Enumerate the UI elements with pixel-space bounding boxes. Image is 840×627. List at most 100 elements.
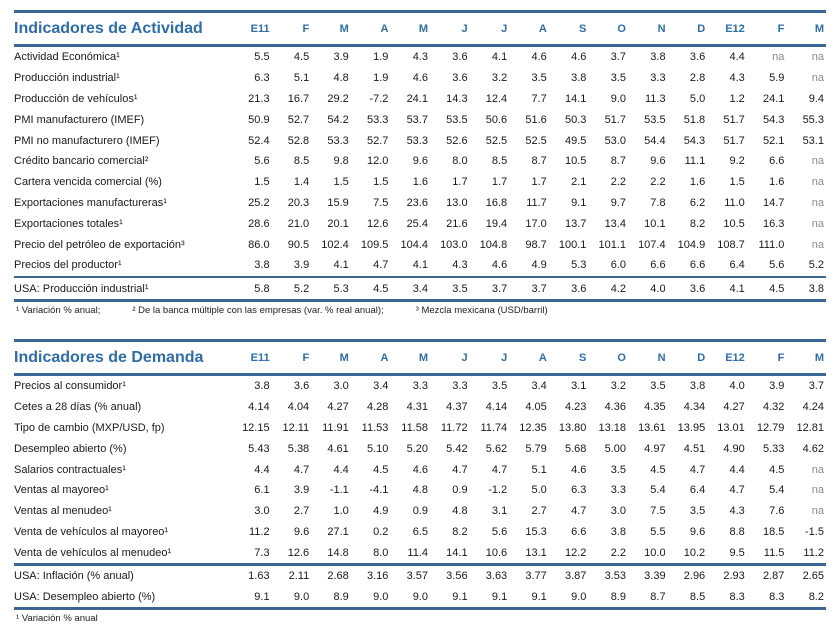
cell-value: 12.2 [564, 546, 587, 559]
cell-value: 13.18 [598, 422, 626, 435]
cell-value: 14.7 [762, 196, 785, 209]
cell-value: 4.5 [373, 282, 389, 295]
cell-value: 3.6 [293, 380, 310, 393]
cell-value: 52.4 [248, 134, 270, 147]
column-header: D [697, 351, 706, 364]
cell-value: 15.3 [525, 526, 547, 539]
cell-value: 5.33 [762, 442, 785, 455]
cell-value: 3.8 [808, 282, 824, 295]
cell-value: 11.2 [803, 546, 824, 559]
cell-value: 53.0 [604, 134, 626, 147]
cell-value: 10.1 [644, 217, 666, 230]
cell-value: 0.2 [373, 526, 389, 539]
divider [14, 373, 826, 377]
column-header: S [579, 22, 587, 35]
table-title: Indicadores de Actividad [14, 19, 203, 37]
cell-value: 20.1 [327, 217, 349, 230]
cell-value: 4.7 [293, 463, 310, 476]
cell-value: 5.10 [366, 442, 389, 455]
cell-value: 1.9 [373, 51, 389, 64]
cell-value: 8.2 [689, 217, 706, 230]
cell-value: 4.8 [333, 72, 349, 85]
cell-value: na [811, 155, 824, 168]
cell-value: 6.3 [571, 484, 587, 497]
cell-value: 3.5 [689, 505, 706, 518]
cell-value: na [811, 463, 824, 476]
cell-value: 4.9 [373, 505, 389, 518]
cell-value: 101.1 [598, 238, 626, 251]
cell-value: 2.7 [293, 505, 310, 518]
row-label: Cartera vencida comercial (%) [14, 176, 162, 189]
cell-value: 1.5 [373, 176, 389, 189]
cell-value: 2.7 [531, 505, 547, 518]
cell-value: 51.7 [604, 113, 626, 126]
cell-value: 3.7 [491, 282, 508, 295]
cell-value: 53.3 [327, 134, 349, 147]
table-row: USA: Inflación (% anual) 1.63 2.11 2.68 3.16… [14, 566, 826, 587]
column-header: E11 [250, 351, 270, 364]
cell-value: 7.5 [373, 196, 389, 209]
cell-value: 3.8 [650, 51, 666, 64]
cell-value: 7.6 [769, 505, 785, 518]
cell-value: 9.7 [610, 196, 626, 209]
cell-value: 11.58 [401, 422, 428, 435]
cell-value: 12.6 [366, 217, 389, 230]
cell-value: 14.8 [327, 546, 349, 559]
cell-value: 53.5 [446, 113, 468, 126]
cell-value: 3.0 [254, 505, 270, 518]
cell-value: 1.7 [491, 176, 508, 189]
cell-value: 9.0 [293, 590, 310, 603]
cell-value: 4.61 [327, 442, 349, 455]
cell-value: 3.6 [689, 51, 706, 64]
table-row: Tipo de cambio (MXP/USD, fp) 12.15 12.11 11… [14, 418, 826, 439]
column-header: E12 [725, 22, 745, 35]
cell-value: 9.8 [333, 155, 349, 168]
cell-value: 6.2 [689, 196, 706, 209]
cell-value: 1.5 [333, 176, 349, 189]
cell-value: 4.24 [802, 401, 824, 414]
cell-value: 3.5 [452, 282, 468, 295]
column-header: M [418, 22, 428, 35]
cell-value: 27.1 [327, 526, 349, 539]
cell-value: 3.7 [808, 380, 824, 393]
cell-value: 4.27 [327, 401, 349, 414]
cell-value: 6.4 [689, 484, 706, 497]
cell-value: 9.1 [452, 590, 468, 603]
cell-value: 4.4 [729, 463, 745, 476]
cell-value: 9.5 [729, 546, 745, 559]
column-header: O [617, 351, 626, 364]
cell-value: 4.4 [333, 463, 349, 476]
cell-value: 49.5 [564, 134, 587, 147]
cell-value: 24.1 [762, 92, 785, 105]
cell-value: 1.7 [531, 176, 547, 189]
cell-value: 3.39 [644, 570, 666, 583]
column-header: M [339, 351, 349, 364]
cell-value: 53.3 [406, 134, 428, 147]
cell-value: 2.87 [762, 570, 785, 583]
cell-value: 52.5 [525, 134, 547, 147]
cell-value: 12.79 [756, 422, 785, 435]
cell-value: 3.6 [452, 72, 468, 85]
table-row: Venta de vehículos al menudeo¹ 7.3 12.6 14.… [14, 542, 826, 563]
cell-value: 4.05 [525, 401, 547, 414]
row-label: USA: Producción industrial¹ [14, 282, 149, 295]
row-label: USA: Inflación (% anual) [14, 570, 134, 583]
column-header: F [777, 22, 785, 35]
cell-value: 5.42 [446, 442, 468, 455]
cell-value: 4.36 [604, 401, 626, 414]
cell-value: 4.51 [683, 442, 706, 455]
column-header: E11 [250, 22, 270, 35]
cell-value: 1.0 [333, 505, 349, 518]
cell-value: 5.38 [287, 442, 310, 455]
cell-value: 9.2 [729, 155, 745, 168]
cell-value: 6.5 [412, 526, 428, 539]
cell-value: 100.1 [558, 238, 587, 251]
cell-value: 4.14 [248, 401, 270, 414]
cell-value: 6.6 [650, 259, 666, 272]
cell-value: 3.16 [366, 570, 389, 583]
column-header: O [617, 22, 626, 35]
cell-value: 9.0 [373, 590, 389, 603]
row-label: USA: Desempleo abierto (%) [14, 590, 156, 603]
row-label: Actividad Económica¹ [14, 51, 120, 64]
cell-value: 3.3 [412, 380, 428, 393]
